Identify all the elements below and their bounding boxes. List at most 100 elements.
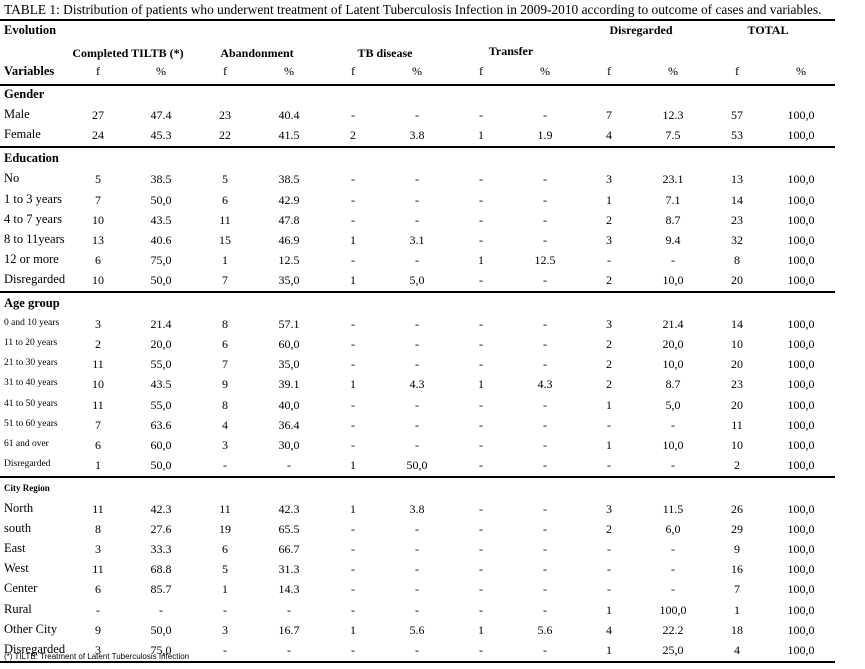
table-cell: 2 bbox=[606, 272, 612, 287]
table-cell: 4 bbox=[606, 128, 612, 143]
table-cell: 42.3 bbox=[278, 502, 300, 516]
table-cell: 4.3 bbox=[409, 377, 425, 392]
table-cell: 10 bbox=[92, 377, 104, 392]
table-cell: 4 bbox=[222, 417, 228, 432]
table-cell: 40,0 bbox=[278, 397, 300, 412]
table-cell: 55,0 bbox=[150, 357, 172, 372]
row-label: West bbox=[4, 561, 29, 576]
table-cell: - bbox=[479, 397, 483, 412]
table-cell: 65.5 bbox=[278, 522, 300, 537]
table-cell: 3.1 bbox=[409, 232, 425, 247]
table-cell: - bbox=[415, 437, 419, 452]
table-cell: 50,0 bbox=[150, 192, 172, 207]
table-cell: 100,0 bbox=[787, 437, 815, 452]
table-cell: 1 bbox=[606, 642, 612, 657]
table-cell: 8 bbox=[95, 522, 101, 537]
table-cell: 41.5 bbox=[278, 128, 300, 143]
table-cell: 50,0 bbox=[150, 272, 172, 287]
table-cell: - bbox=[415, 252, 419, 267]
table-cell: - bbox=[287, 457, 291, 472]
table-cell: 55,0 bbox=[150, 397, 172, 412]
table-cell: 16.7 bbox=[278, 622, 300, 637]
table-cell: 63.6 bbox=[150, 417, 172, 432]
table-cell: - bbox=[159, 602, 163, 617]
table-cell: - bbox=[479, 457, 483, 472]
table-cell: 40.6 bbox=[150, 232, 172, 247]
evolution-header: Evolution bbox=[4, 23, 57, 37]
table-cell: - bbox=[415, 108, 419, 123]
table-cell: 43.5 bbox=[150, 377, 172, 392]
table-cell: - bbox=[415, 602, 419, 617]
table-cell: - bbox=[351, 542, 355, 557]
table-cell: 3.8 bbox=[409, 128, 425, 143]
subcol-header: f bbox=[735, 64, 739, 78]
table-cell: 29 bbox=[731, 522, 743, 537]
table-cell: 1 bbox=[734, 602, 740, 617]
table-cell: 42.3 bbox=[150, 502, 172, 516]
table-cell: 8 bbox=[222, 317, 228, 332]
table-cell: 33.3 bbox=[150, 542, 172, 557]
table-cell: - bbox=[543, 317, 547, 332]
table-cell: - bbox=[351, 172, 355, 187]
table-cell: - bbox=[671, 417, 675, 432]
table-cell: 21.4 bbox=[662, 317, 684, 332]
table-cell: - bbox=[543, 108, 547, 123]
table-cell: - bbox=[415, 192, 419, 207]
table-cell: 19 bbox=[219, 522, 231, 537]
table-cell: 9 bbox=[734, 542, 740, 557]
row-label: Disregarded bbox=[4, 271, 66, 286]
subcol-header: f bbox=[351, 64, 355, 78]
table-cell: 6 bbox=[222, 542, 228, 557]
table-cell: - bbox=[543, 582, 547, 597]
table-cell: - bbox=[479, 172, 483, 187]
table-cell: 23.1 bbox=[662, 172, 684, 187]
table-cell: - bbox=[607, 542, 611, 557]
table-footnote: (*) TILTB: Treatment of Latent Tuberculo… bbox=[4, 652, 190, 661]
table-cell: 9 bbox=[222, 377, 228, 392]
row-label: Female bbox=[4, 127, 41, 142]
table-cell: 100,0 bbox=[787, 232, 815, 247]
table-cell: - bbox=[543, 542, 547, 557]
table-cell: - bbox=[543, 337, 547, 352]
table-cell: - bbox=[351, 252, 355, 267]
table-cell: 30,0 bbox=[278, 437, 300, 452]
table-cell: 7 bbox=[734, 582, 740, 597]
table-cell: 50,0 bbox=[150, 622, 172, 637]
table-cell: 12.5 bbox=[534, 252, 556, 267]
table-cell: 24 bbox=[92, 128, 104, 143]
table-cell: - bbox=[351, 582, 355, 597]
table-cell: 3 bbox=[606, 172, 612, 187]
table-cell: - bbox=[351, 212, 355, 227]
table-cell: - bbox=[415, 397, 419, 412]
table-cell: 6 bbox=[222, 192, 228, 207]
table-cell: - bbox=[671, 542, 675, 557]
table-cell: - bbox=[351, 397, 355, 412]
table-cell: - bbox=[479, 108, 483, 123]
table-cell: 40.4 bbox=[278, 108, 300, 123]
table-cell: - bbox=[415, 542, 419, 557]
table-cell: - bbox=[223, 457, 227, 472]
table-cell: 22.2 bbox=[662, 622, 684, 637]
row-label: Center bbox=[4, 581, 38, 596]
table-cell: 3 bbox=[606, 232, 612, 247]
table-cell: 1 bbox=[606, 602, 612, 617]
table-cell: 1 bbox=[95, 457, 101, 472]
table-cell: - bbox=[607, 457, 611, 472]
table-cell: 100,0 bbox=[787, 642, 815, 657]
table-cell: 20,0 bbox=[662, 337, 684, 352]
table-cell: - bbox=[479, 437, 483, 452]
table-cell: 2 bbox=[350, 128, 356, 143]
table-cell: - bbox=[543, 172, 547, 187]
table-cell: 60,0 bbox=[150, 437, 172, 452]
table-cell: 20,0 bbox=[150, 337, 172, 352]
table-cell: 11 bbox=[219, 212, 231, 227]
table-cell: 100,0 bbox=[787, 108, 815, 123]
table-cell: 4.3 bbox=[537, 377, 553, 392]
table-cell: 36.4 bbox=[278, 417, 300, 432]
table-cell: - bbox=[415, 417, 419, 432]
table-cell: 27.6 bbox=[150, 522, 172, 537]
table-cell: 42.9 bbox=[278, 192, 300, 207]
subcol-header: % bbox=[412, 64, 422, 78]
table-cell: 100,0 bbox=[787, 128, 815, 143]
table-cell: 6 bbox=[95, 437, 101, 452]
